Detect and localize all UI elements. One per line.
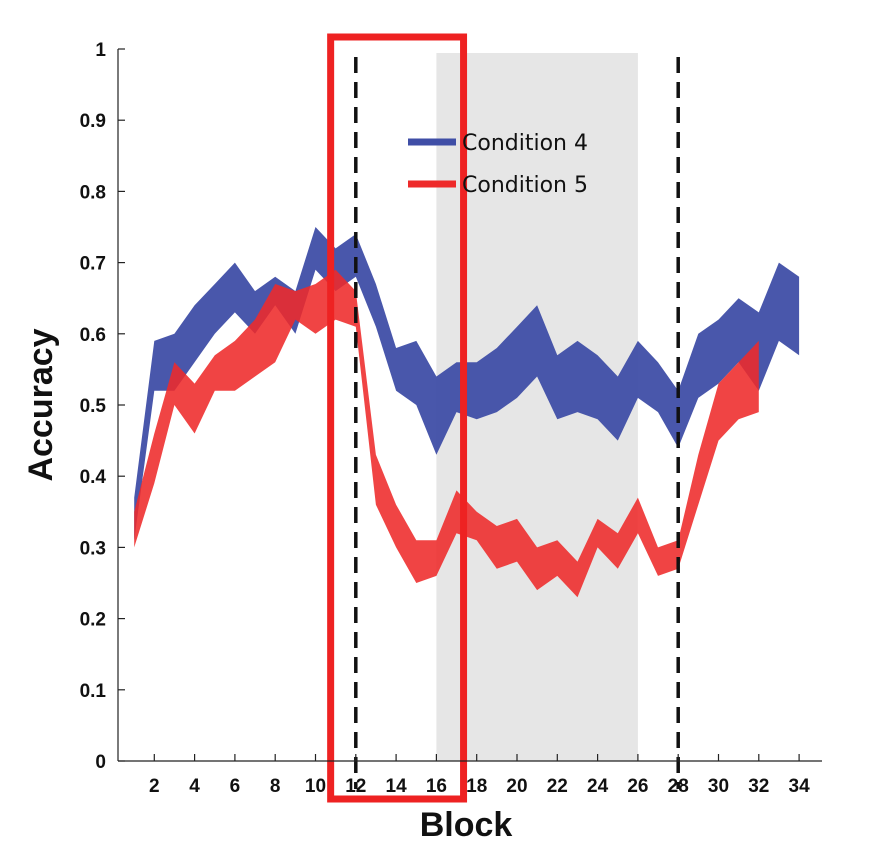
overlay-layer	[327, 33, 680, 803]
x-tick-label-26: 26	[627, 776, 648, 797]
x-tick-label-16: 16	[426, 776, 447, 797]
series-band-condition-5	[134, 269, 759, 598]
x-tick-label-32: 32	[748, 776, 769, 797]
y-tick-label-0.1: 0.1	[80, 681, 107, 702]
y-axis-label: Accuracy	[22, 328, 60, 481]
x-tick-label-34: 34	[789, 776, 811, 797]
axes: 00.10.20.30.40.50.60.70.80.912 4 6 8 10 12 14 1…	[80, 40, 822, 797]
x-tick-label-28: 28	[668, 776, 689, 797]
y-tick-label-0.7: 0.7	[80, 254, 106, 275]
y-tick-label-0.2: 0.2	[80, 610, 106, 631]
x-tick-label-4: 4	[189, 776, 200, 797]
x-tick-label-12: 12	[345, 776, 366, 797]
legend: Condition 4 Condition 5	[408, 131, 588, 198]
y-tick-label-0: 0	[95, 752, 106, 773]
x-tick-label-6: 6	[230, 776, 241, 797]
x-tick-label-22: 22	[547, 776, 568, 797]
x-tick-label-2: 2	[149, 776, 160, 797]
legend-label-condition-4: Condition 4	[462, 131, 588, 156]
x-tick-label-30: 30	[708, 776, 729, 797]
x-tick-label-10: 10	[305, 776, 326, 797]
y-tick-label-0.6: 0.6	[80, 325, 106, 346]
legend-label-condition-5: Condition 5	[462, 173, 588, 198]
x-tick-label-14: 14	[386, 776, 408, 797]
highlight-box	[327, 33, 468, 803]
y-tick-label-0.5: 0.5	[80, 396, 107, 417]
y-tick-label-0.9: 0.9	[80, 111, 106, 132]
y-tick-label-0.8: 0.8	[80, 182, 106, 203]
x-tick-label-24: 24	[587, 776, 609, 797]
x-axis-label: Block	[420, 806, 513, 844]
x-tick-label-18: 18	[466, 776, 487, 797]
y-tick-label-1: 1	[95, 40, 106, 61]
y-tick-label-0.4: 0.4	[80, 467, 107, 488]
x-tick-label-8: 8	[270, 776, 281, 797]
x-tick-label-20: 20	[506, 776, 527, 797]
y-tick-label-0.3: 0.3	[80, 538, 106, 559]
